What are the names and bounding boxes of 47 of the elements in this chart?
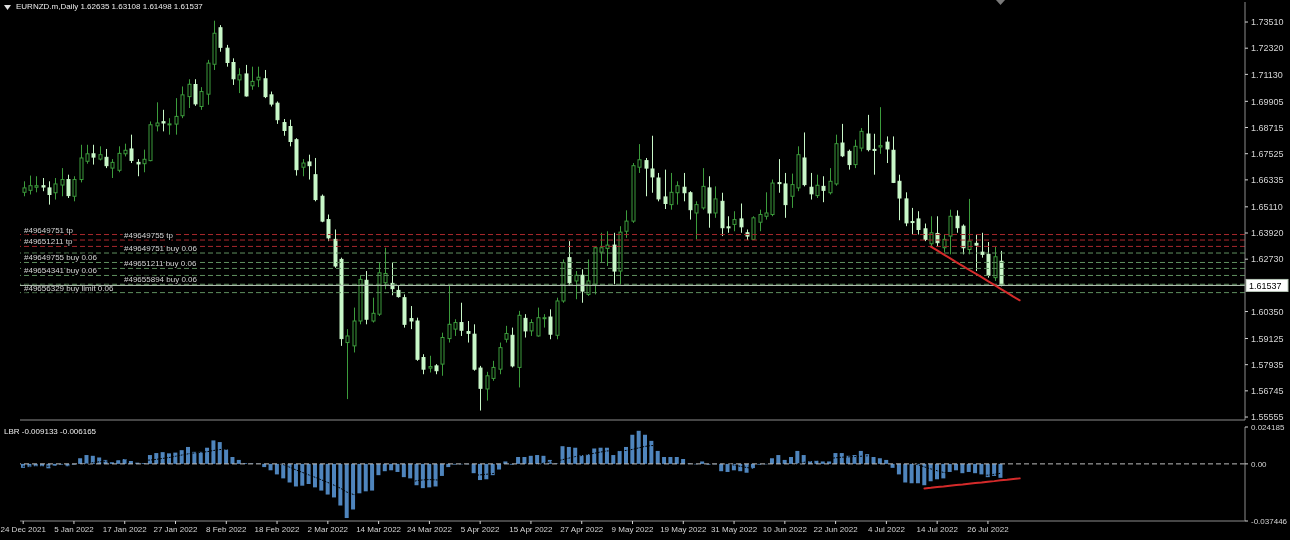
x-tick-label: 15 Apr 2022 [509,525,554,534]
y-tick-label: 1.63920 [1251,228,1284,239]
y-tick-label: 0.024185 [1251,422,1285,432]
y-tick-label: 1.73510 [1251,17,1284,28]
x-tick-label: 18 Feb 2022 [254,525,301,534]
x-tick-label: 9 May 2022 [611,525,654,534]
x-tick-label: 8 Feb 2022 [206,525,248,534]
y-tick-label: 1.69905 [1251,96,1284,107]
x-tick-label: 24 Dec 2021 [0,525,47,534]
ref-line-label: #49651211 tp [24,237,73,247]
x-tick-label: 19 May 2022 [660,525,707,534]
y-tick-label: 1.60350 [1251,306,1284,317]
ref-line-label: #49655894 buy 0.06 [124,275,198,285]
y-tick-label: 1.72320 [1251,43,1284,54]
x-tick-label: 14 Jul 2022 [916,525,959,534]
y-tick-label: 1.68715 [1251,122,1284,133]
y-tick-label: 1.59125 [1251,333,1284,344]
x-tick-label: 14 Mar 2022 [356,525,402,534]
x-tick-label: 27 Jan 2022 [153,525,199,534]
y-tick-label: 1.57935 [1251,359,1284,370]
x-tick-label: 5 Jan 2022 [54,525,95,534]
ref-line-label: #49656329 buy limit 0.06 [24,283,114,293]
chart-title: LBR -0.009133 -0.006165 [4,427,97,437]
y-tick-label: 1.55555 [1251,412,1284,423]
x-tick-label: 22 Jun 2022 [813,525,859,534]
x-tick-label: 27 Apr 2022 [560,525,604,534]
ref-line-label: #49649755 buy 0.06 [24,253,98,263]
x-tick-label: 10 Jun 2022 [762,525,808,534]
y-tick-label: 1.66335 [1251,175,1284,186]
x-tick-label: 4 Jul 2022 [867,525,906,534]
ref-line-label: 1.61537 [1249,280,1282,291]
y-tick-label: 1.65110 [1251,202,1283,213]
y-tick-label: 1.71130 [1251,69,1283,80]
y-tick-label: 0.00 [1251,459,1268,469]
x-tick-label: 26 Jul 2022 [967,525,1010,534]
ref-line-label: #49649751 tp [24,225,74,235]
y-tick-label: 1.62730 [1251,254,1284,265]
x-tick-label: 24 Mar 2022 [406,525,453,534]
y-tick-label: 1.67525 [1251,148,1284,159]
x-tick-label: 17 Jan 2022 [102,525,148,534]
x-tick-label: 2 Mar 2022 [307,525,349,534]
y-tick-label: 1.56745 [1251,386,1284,397]
x-tick-label: 31 May 2022 [710,525,758,534]
x-tick-label: 5 Apr 2022 [460,525,501,534]
chart-title: EURNZD.m,Daily 1.62635 1.63108 1.61498 1.61537 [16,2,203,12]
y-tick-label: -0.037446 [1251,516,1288,526]
ref-line-label: #49654341 buy 0.06 [24,266,98,276]
